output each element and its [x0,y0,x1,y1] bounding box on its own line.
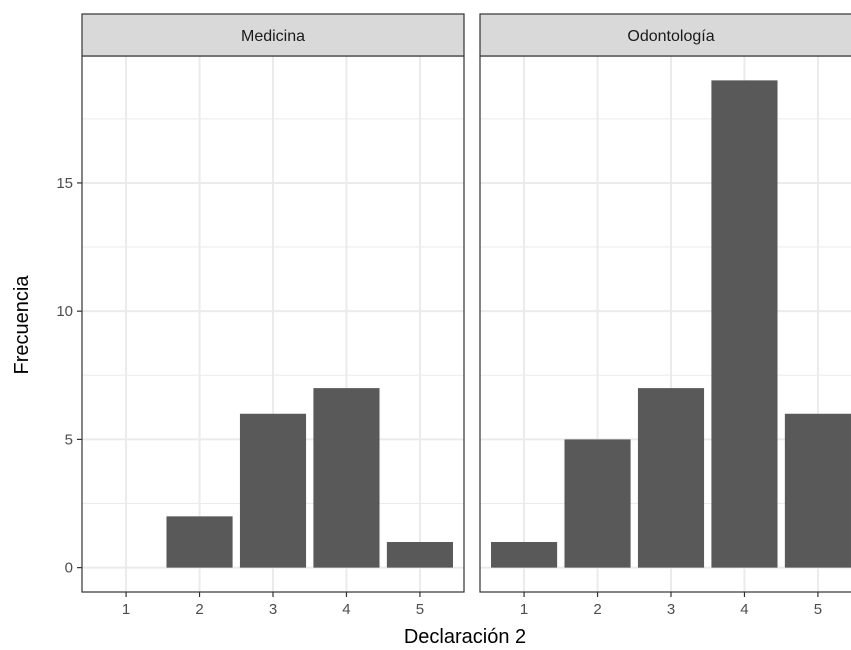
facet-strip [81,13,465,57]
bar-5 [784,413,851,568]
panel-1: Medicina 1 2 3 4 5 [81,13,465,618]
y-tick-label: 10 [56,303,73,320]
facet-label: Odontología [627,28,714,45]
facet-strip [479,13,851,57]
bar-5 [386,541,453,568]
bar-4 [711,80,778,568]
y-axis-title: Frecuencia [11,275,33,375]
x-tick-label: 3 [667,601,675,618]
x-tick-label: 4 [740,601,748,618]
panel-2: Odontología 1 2 3 4 5 [479,13,851,618]
x-axis-title: Declaración 2 [404,626,526,648]
y-tick-label: 15 [56,175,73,192]
bar-2 [166,516,233,568]
panels: Medicina 1 2 3 4 5 Odontología 1 2 3 4 5 [81,13,851,618]
bar-1 [491,541,558,568]
x-tick-label: 1 [122,601,130,618]
bar-4 [313,388,380,568]
y-tick-label: 5 [65,431,73,448]
x-tick-label: 3 [269,601,277,618]
x-tick-label: 4 [342,601,350,618]
y-tick-label: 0 [65,560,73,577]
x-tick-label: 5 [814,601,822,618]
bar-3 [637,388,705,568]
bar-2 [564,439,631,568]
x-tick-label: 5 [416,601,424,618]
y-axis: 0 5 10 15 [56,175,82,577]
bar-3 [239,413,307,568]
x-tick-label: 2 [195,601,203,618]
facet-label: Medicina [241,28,305,45]
x-tick-label: 1 [520,601,528,618]
x-tick-label: 2 [593,601,601,618]
